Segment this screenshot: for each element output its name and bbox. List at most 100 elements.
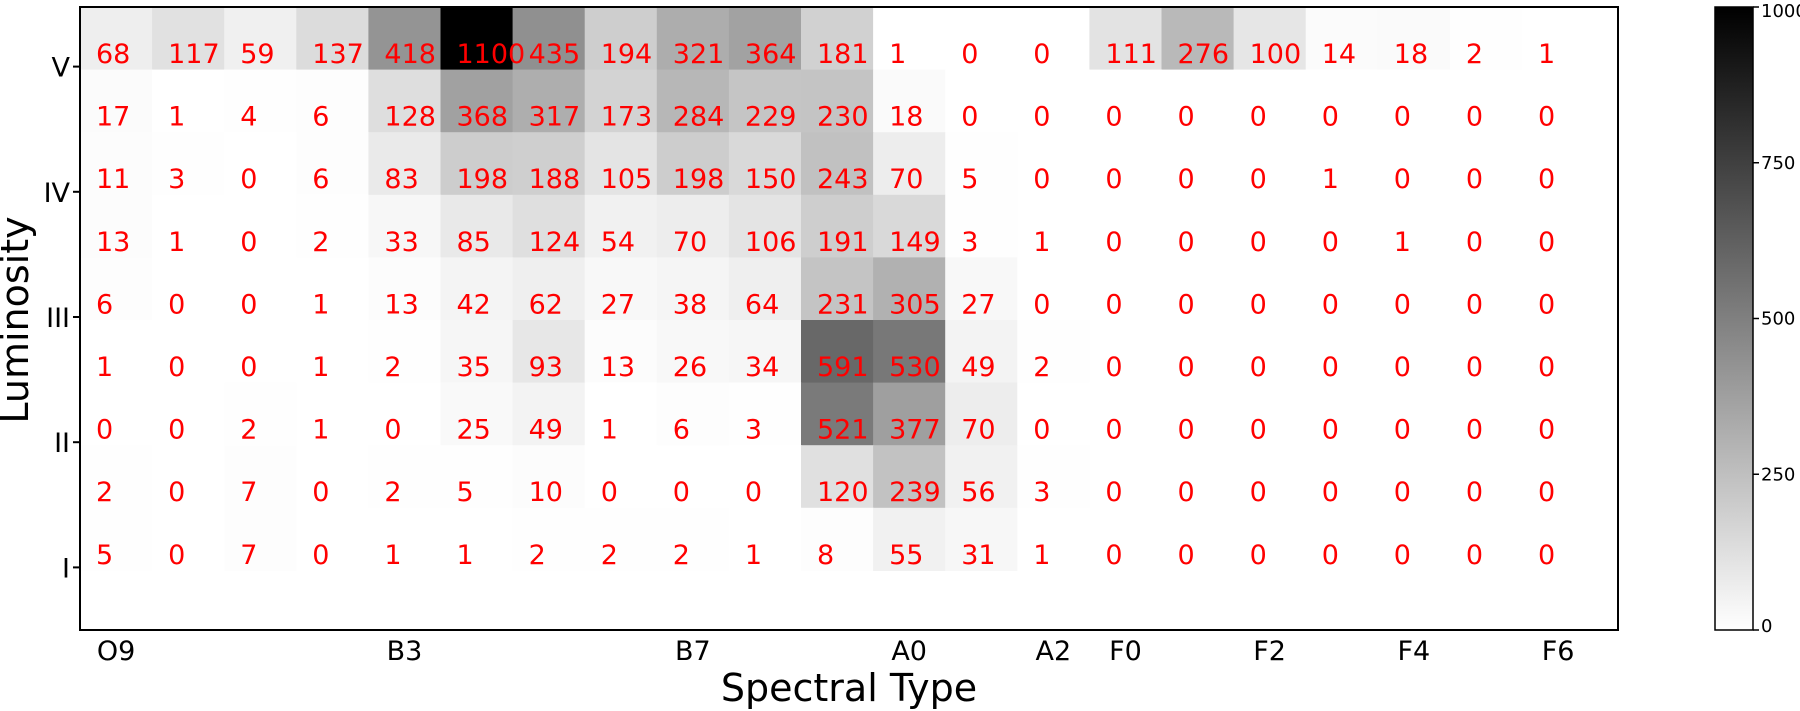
cell-value-label: 1: [312, 415, 329, 446]
y-tick-label: II: [54, 428, 70, 459]
heatmap-cell: [224, 257, 297, 321]
heatmap-cell: [152, 194, 225, 258]
cell-value-label: 229: [745, 102, 797, 133]
cell-value-label: 0: [312, 477, 329, 508]
heatmap-cell: [1522, 7, 1595, 71]
cell-value-label: 137: [312, 39, 364, 70]
cell-value-label: 368: [457, 102, 509, 133]
heatmap-cell-labels: 68 117 59 137 418 1100 435 194 321 364 181 1 0 0 111 27…: [96, 39, 1555, 571]
heatmap-cell: [1305, 445, 1379, 509]
heatmap-cell: [656, 445, 730, 509]
cell-value-label: 26: [673, 352, 707, 383]
heatmap-cell: [512, 257, 586, 321]
heatmap-cell: [1522, 69, 1595, 133]
cell-value-label: 0: [1105, 164, 1122, 195]
cell-value-label: 2: [673, 540, 690, 571]
cell-value-label: 0: [1033, 289, 1050, 320]
cell-value-label: 1: [312, 352, 329, 383]
y-tick-label: IV: [44, 178, 71, 209]
heatmap-cell: [728, 382, 802, 446]
cell-value-label: 418: [384, 39, 436, 70]
cell-value-label: 0: [1322, 352, 1339, 383]
heatmap-cell: [1233, 257, 1307, 321]
cell-value-label: 0: [1250, 102, 1267, 133]
heatmap-cell: [584, 194, 658, 258]
x-tick-label: F2: [1253, 636, 1286, 667]
cell-value-label: 1: [601, 415, 618, 446]
cell-value-label: 3: [1033, 477, 1050, 508]
heatmap-cell: [224, 7, 297, 71]
cell-value-label: 5: [457, 477, 474, 508]
heatmap-cell: [512, 69, 586, 133]
cell-value-label: 54: [601, 227, 635, 258]
cell-value-label: 0: [1033, 102, 1050, 133]
heatmap-cell: [440, 194, 514, 258]
heatmap-cell: [1305, 194, 1379, 258]
heatmap-cell: [1305, 7, 1379, 71]
colorbar-tick-label: 250: [1761, 464, 1795, 485]
cell-value-label: 93: [529, 352, 563, 383]
cell-value-label: 18: [1394, 39, 1428, 70]
heatmap-cell: [1377, 194, 1451, 258]
cell-value-label: 243: [817, 164, 869, 195]
heatmap-cell: [296, 194, 369, 258]
heatmap-cell: [512, 320, 586, 384]
heatmap-cell: [512, 382, 586, 446]
cell-value-label: 0: [1466, 352, 1483, 383]
cell-value-label: 0: [1178, 415, 1195, 446]
x-axis-ticks: O9 B3 B7 A0 A2 F0 F2 F4 F6: [97, 636, 1575, 667]
heatmap-cell: [296, 382, 369, 446]
cell-value-label: 0: [1178, 352, 1195, 383]
heatmap-cell: [224, 507, 297, 571]
cell-value-label: 0: [1322, 289, 1339, 320]
colorbar-gradient: [1714, 6, 1754, 631]
heatmap-cell: [945, 7, 1018, 71]
cell-value-label: 55: [889, 540, 923, 571]
x-tick-label: B3: [387, 636, 423, 667]
cell-value-label: 0: [601, 477, 618, 508]
heatmap-cell: [873, 507, 946, 571]
cell-value-label: 0: [1250, 164, 1267, 195]
cell-value-label: 284: [673, 102, 725, 133]
heatmap-cell: [296, 320, 369, 384]
heatmap-cell: [1449, 445, 1523, 509]
cell-value-label: 0: [673, 477, 690, 508]
x-tick-label: A2: [1036, 636, 1072, 667]
heatmap-cell: [1377, 257, 1451, 321]
heatmap-cell: [873, 69, 946, 133]
cell-value-label: 0: [1033, 39, 1050, 70]
heatmap-cell: [1377, 7, 1451, 71]
heatmap-cell: [728, 320, 802, 384]
heatmap-cell: [728, 194, 802, 258]
heatmap-cell: [440, 257, 514, 321]
heatmap-cell: [1233, 382, 1307, 446]
heatmap-cell: [1305, 507, 1379, 571]
heatmap-cell: [584, 507, 658, 571]
cell-value-label: 3: [168, 164, 185, 195]
heatmap-cell: [80, 7, 153, 71]
heatmap-cell: [1161, 382, 1235, 446]
heatmap-cell: [1449, 257, 1523, 321]
heatmap-cell: [368, 257, 442, 321]
heatmap-cell: [584, 257, 658, 321]
heatmap-cell: [945, 69, 1018, 133]
cell-value-label: 3: [745, 415, 762, 446]
cell-value-label: 1: [312, 289, 329, 320]
x-tick-label: F6: [1542, 636, 1575, 667]
cell-value-label: 1: [384, 540, 401, 571]
heatmap-cell: [224, 132, 297, 196]
cell-value-label: 85: [457, 227, 491, 258]
cell-value-label: 0: [1538, 477, 1555, 508]
heatmap-cell: [80, 445, 153, 509]
cell-value-label: 1: [889, 39, 906, 70]
x-tick-label: F0: [1109, 636, 1142, 667]
heatmap-cell: [80, 382, 153, 446]
heatmap-cell: [1161, 445, 1235, 509]
cell-value-label: 150: [745, 164, 797, 195]
heatmap-cell: [656, 194, 730, 258]
heatmap-cell: [224, 445, 297, 509]
heatmap-cell: [368, 69, 442, 133]
cell-value-label: 34: [745, 352, 779, 383]
cell-value-label: 0: [1538, 540, 1555, 571]
heatmap-cell: [440, 69, 514, 133]
